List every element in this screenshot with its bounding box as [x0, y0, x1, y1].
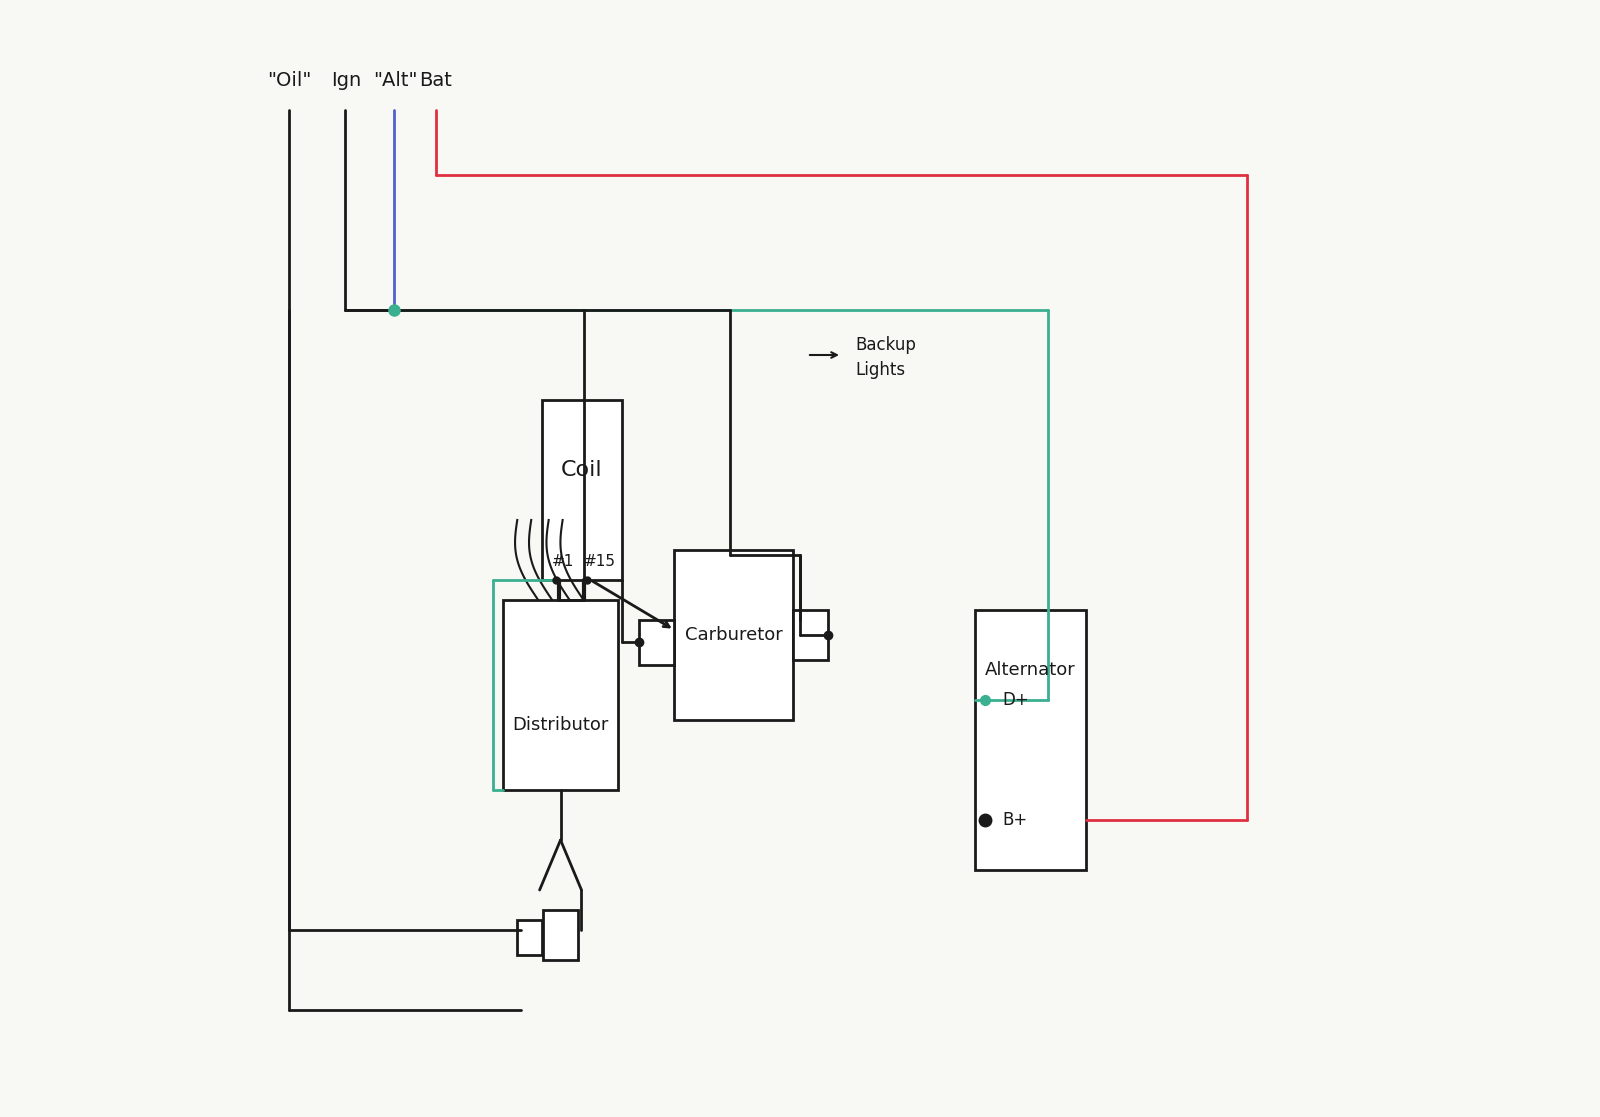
Bar [794, 610, 827, 660]
Text: Carburetor: Carburetor [685, 626, 782, 645]
Bar [974, 610, 1086, 870]
Text: "Alt": "Alt" [373, 70, 418, 89]
Text: B+: B+ [1003, 811, 1027, 829]
Text: Coil: Coil [560, 460, 602, 480]
Text: Alternator: Alternator [986, 661, 1075, 679]
Text: Backup: Backup [856, 336, 917, 354]
Bar [517, 920, 542, 955]
Text: Lights: Lights [856, 361, 906, 379]
Text: Bat: Bat [419, 70, 453, 89]
Bar [640, 620, 674, 665]
Text: D+: D+ [1003, 691, 1029, 709]
Text: #15: #15 [584, 554, 616, 570]
Bar [542, 910, 578, 960]
Text: Distributor: Distributor [512, 716, 608, 734]
Bar [542, 400, 622, 580]
Text: "Oil": "Oil" [267, 70, 310, 89]
Text: #1: #1 [552, 554, 574, 570]
Bar [674, 550, 794, 720]
Bar [504, 600, 619, 790]
Text: Ign: Ign [331, 70, 362, 89]
